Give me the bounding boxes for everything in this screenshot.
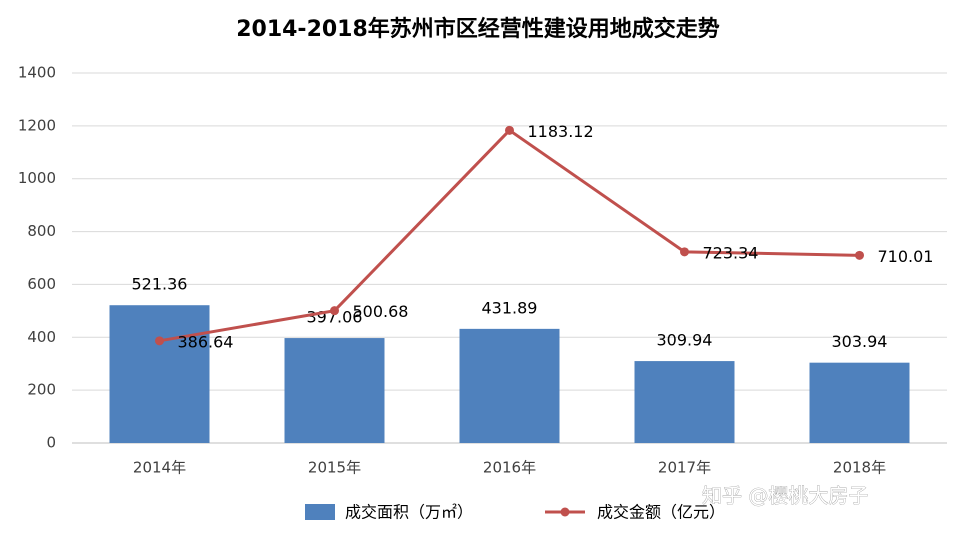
data-label: 386.64 (178, 332, 234, 351)
y-tick-label: 1200 (18, 116, 56, 134)
x-tick-label: 2018年 (833, 459, 886, 477)
legend-label: 成交面积（万㎡） (345, 503, 473, 522)
data-label: 710.01 (878, 247, 934, 266)
y-tick-label: 0 (46, 434, 56, 452)
legend-label: 成交金额（亿元） (597, 503, 725, 522)
y-tick-label: 600 (27, 275, 56, 293)
line-marker (155, 336, 164, 346)
line-marker (680, 247, 689, 257)
line-marker (855, 250, 864, 260)
chart-title: 2014-2018年苏州市区经营性建设用地成交走势 (236, 16, 720, 42)
bar (634, 361, 735, 443)
legend-swatch (305, 504, 335, 520)
bar (284, 338, 385, 443)
y-tick-label: 1400 (18, 64, 56, 82)
x-tick-label: 2014年 (133, 459, 186, 477)
bar (809, 362, 910, 443)
data-label: 521.36 (132, 275, 188, 294)
bar (459, 328, 560, 443)
legend-swatch (560, 507, 570, 517)
data-label: 723.34 (703, 243, 759, 262)
x-tick-label: 2016年 (483, 459, 536, 477)
watermark: 知乎 @樱桃大房子 (702, 484, 868, 508)
line-marker (505, 125, 514, 135)
bar (109, 305, 210, 443)
y-tick-label: 800 (27, 222, 56, 240)
data-label: 500.68 (353, 302, 409, 321)
y-tick-label: 200 (27, 381, 56, 399)
y-tick-label: 1000 (18, 169, 56, 187)
line-marker (330, 306, 339, 316)
data-label: 431.89 (482, 298, 538, 317)
data-label: 309.94 (657, 331, 713, 350)
data-label: 1183.12 (528, 122, 594, 141)
x-tick-label: 2017年 (658, 459, 711, 477)
x-tick-label: 2015年 (308, 459, 361, 477)
data-label: 303.94 (832, 332, 888, 351)
y-tick-label: 400 (27, 328, 56, 346)
